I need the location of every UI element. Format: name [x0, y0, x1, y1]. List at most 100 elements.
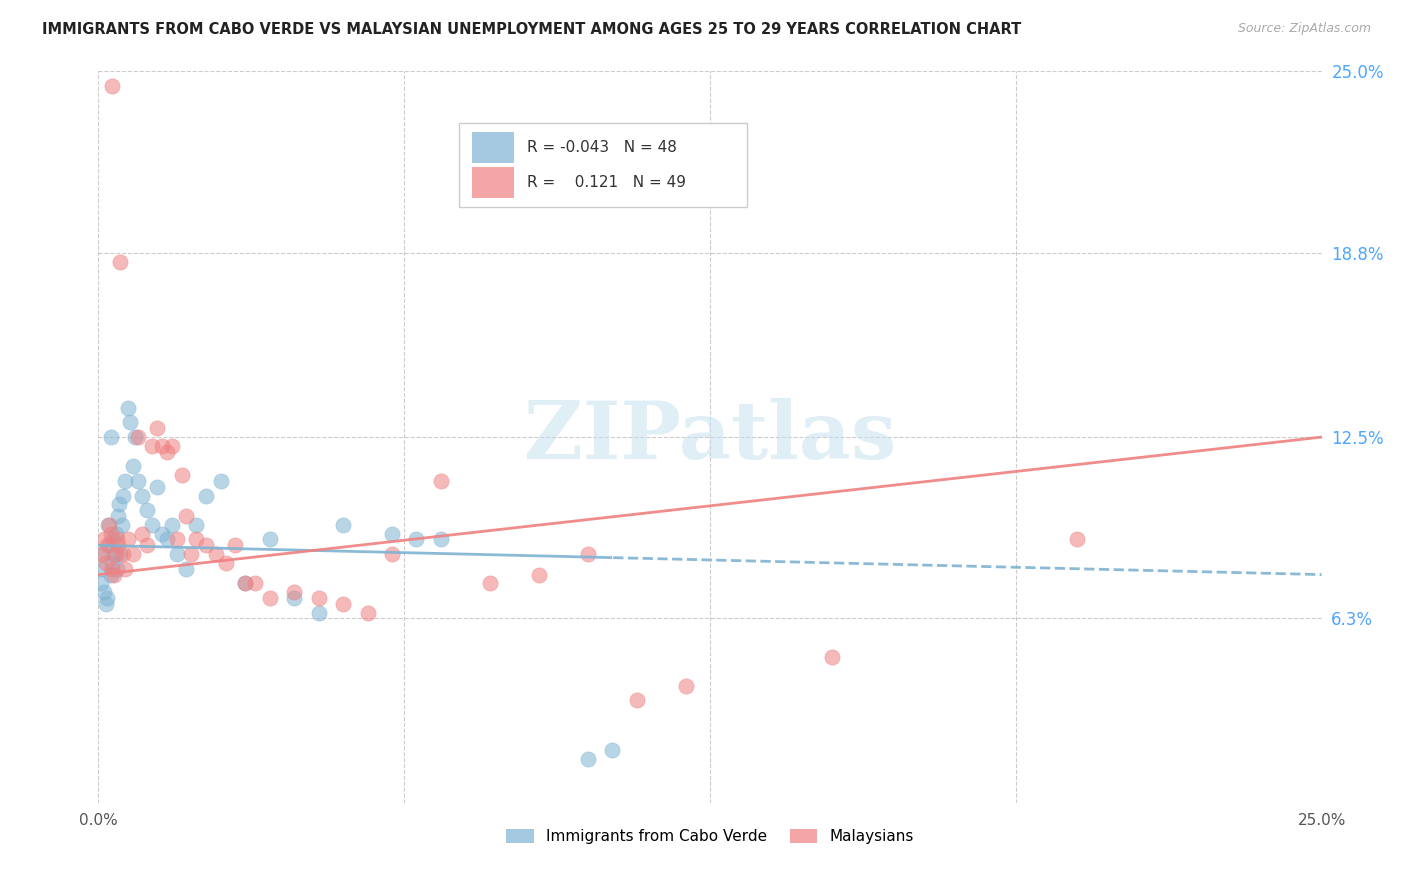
Point — [259, 533, 281, 547]
Point — [160, 439, 183, 453]
Point — [96, 538, 118, 552]
Point — [94, 597, 117, 611]
Point — [108, 497, 131, 511]
Point — [478, 576, 501, 591]
Point — [101, 562, 124, 576]
Point — [308, 591, 330, 605]
Point — [98, 538, 121, 552]
Point — [131, 489, 153, 503]
Point — [104, 547, 127, 561]
Point — [405, 533, 427, 547]
Point — [111, 489, 134, 503]
Point — [141, 517, 163, 532]
Point — [600, 743, 623, 757]
Point — [332, 597, 354, 611]
Text: R =    0.121   N = 49: R = 0.121 N = 49 — [526, 175, 686, 190]
FancyBboxPatch shape — [460, 122, 747, 207]
Point — [283, 585, 305, 599]
Point — [107, 509, 129, 524]
Point — [176, 562, 198, 576]
Point — [576, 547, 599, 561]
Point — [100, 526, 122, 541]
Point — [186, 533, 208, 547]
Point — [195, 538, 218, 552]
Point — [150, 439, 173, 453]
Point — [110, 547, 132, 561]
Point — [195, 489, 218, 503]
Bar — [471, 132, 515, 163]
Point — [100, 430, 122, 444]
Point — [117, 401, 139, 415]
Point — [97, 517, 120, 532]
Point — [180, 547, 202, 561]
Point — [91, 562, 114, 576]
Point — [1066, 533, 1088, 547]
Point — [209, 474, 232, 488]
Point — [224, 538, 246, 552]
Point — [114, 474, 136, 488]
Text: Source: ZipAtlas.com: Source: ZipAtlas.com — [1237, 22, 1371, 36]
Point — [356, 606, 378, 620]
Point — [186, 517, 208, 532]
Point — [96, 591, 118, 605]
Point — [233, 576, 256, 591]
Text: R = -0.043   N = 48: R = -0.043 N = 48 — [526, 140, 676, 155]
Point — [214, 556, 236, 570]
Point — [821, 649, 844, 664]
Point — [90, 576, 112, 591]
Bar — [471, 167, 515, 198]
Point — [675, 679, 697, 693]
Text: ZIPatlas: ZIPatlas — [524, 398, 896, 476]
Point — [166, 547, 188, 561]
Point — [100, 567, 122, 582]
Point — [131, 526, 153, 541]
Point — [127, 430, 149, 444]
Point — [156, 444, 179, 458]
Point — [101, 533, 124, 547]
Point — [98, 517, 121, 532]
Point — [127, 474, 149, 488]
Point — [117, 533, 139, 547]
Point — [121, 547, 143, 561]
Point — [176, 509, 198, 524]
Point — [93, 585, 115, 599]
Point — [308, 606, 330, 620]
Point — [170, 468, 193, 483]
Point — [114, 562, 136, 576]
Point — [166, 533, 188, 547]
Point — [121, 459, 143, 474]
Point — [430, 474, 453, 488]
Point — [105, 533, 128, 547]
Point — [91, 547, 114, 561]
Point — [120, 416, 142, 430]
Point — [103, 567, 125, 582]
Point — [243, 576, 266, 591]
Point — [110, 254, 132, 268]
Point — [91, 547, 114, 561]
Point — [430, 533, 453, 547]
Point — [136, 538, 159, 552]
Point — [104, 526, 127, 541]
Point — [111, 547, 134, 561]
Point — [111, 517, 134, 532]
Point — [283, 591, 305, 605]
Point — [332, 517, 354, 532]
Point — [136, 503, 159, 517]
Point — [233, 576, 256, 591]
Point — [381, 547, 404, 561]
Point — [576, 752, 599, 766]
Point — [626, 693, 648, 707]
Point — [146, 421, 169, 435]
Point — [94, 556, 117, 570]
Point — [527, 567, 550, 582]
Point — [101, 556, 124, 570]
Point — [150, 526, 173, 541]
Legend: Immigrants from Cabo Verde, Malaysians: Immigrants from Cabo Verde, Malaysians — [501, 822, 920, 850]
Point — [156, 533, 179, 547]
Point — [205, 547, 228, 561]
Point — [259, 591, 281, 605]
Point — [101, 78, 124, 93]
Point — [160, 517, 183, 532]
Point — [93, 533, 115, 547]
Point — [107, 538, 129, 552]
